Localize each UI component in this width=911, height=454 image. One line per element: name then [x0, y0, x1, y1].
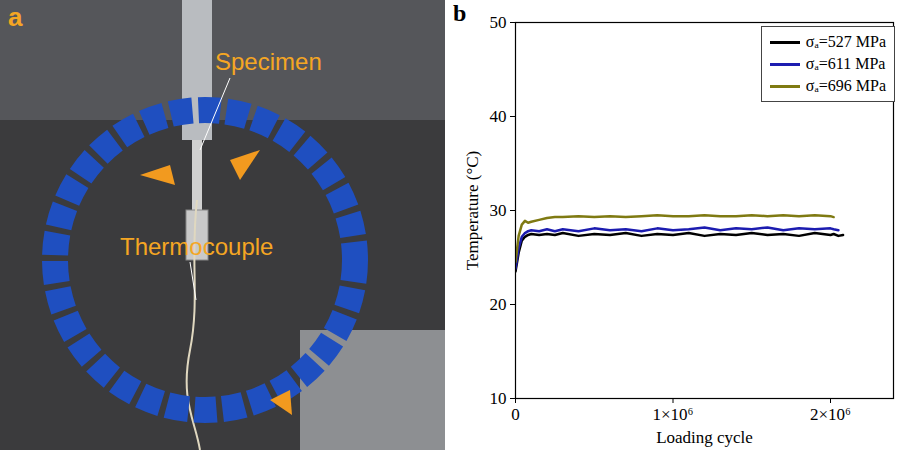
svg-text:30: 30 — [490, 201, 507, 220]
svg-text:40: 40 — [490, 107, 507, 126]
svg-text:2×10⁶: 2×10⁶ — [810, 405, 851, 424]
svg-text:Specimen: Specimen — [215, 48, 322, 75]
html-text:b: b — [453, 0, 467, 26]
svg-text:Loading cycle: Loading cycle — [656, 428, 753, 447]
svg-text:0: 0 — [511, 405, 520, 424]
html-text:σₐ=527 MPa: σₐ=527 MPa — [805, 33, 886, 50]
svg-text:20: 20 — [490, 295, 507, 314]
svg-text:a: a — [8, 2, 23, 32]
svg-text:50: 50 — [490, 13, 507, 32]
svg-text:1×10⁶: 1×10⁶ — [652, 405, 693, 424]
svg-text:10: 10 — [490, 389, 507, 408]
svg-text:Temperature (°C): Temperature (°C) — [463, 151, 482, 270]
html-text:σₐ=611 MPa: σₐ=611 MPa — [805, 55, 886, 72]
svg-text:Thermocouple: Thermocouple — [120, 233, 273, 260]
html-text:σₐ=696 MPa: σₐ=696 MPa — [805, 77, 886, 94]
